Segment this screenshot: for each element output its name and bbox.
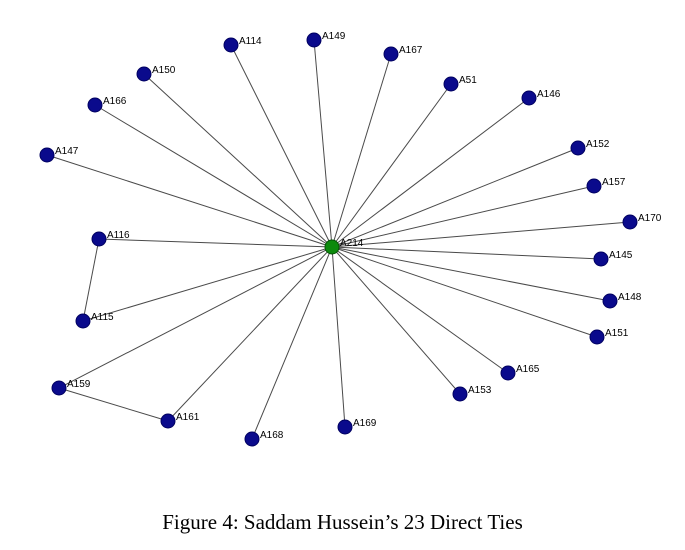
node-a170 (622, 214, 638, 230)
node-a51 (443, 76, 459, 92)
node-a214 (324, 239, 340, 255)
node-label-a148: A148 (618, 292, 642, 303)
node-label-a147: A147 (55, 146, 79, 157)
node-label-a51: A51 (459, 75, 477, 86)
node-a147 (39, 147, 55, 163)
node-label-a149: A149 (322, 31, 346, 42)
edge-A214-A146 (331, 97, 530, 248)
node-a150 (136, 66, 152, 82)
node-label-a116: A116 (107, 230, 130, 241)
node-label-a151: A151 (605, 328, 629, 339)
figure-caption: Figure 4: Saddam Hussein’s 23 Direct Tie… (162, 510, 523, 534)
node-label-a166: A166 (103, 96, 127, 107)
edge-A214-A114 (230, 44, 333, 248)
edge-A159-A161 (58, 387, 169, 422)
node-label-a114: A114 (239, 36, 262, 47)
node-label-a168: A168 (260, 430, 284, 441)
node-a149 (306, 32, 322, 48)
node-a153 (452, 386, 468, 402)
node-a167 (383, 46, 399, 62)
node-label-a159: A159 (67, 379, 91, 390)
node-label-a167: A167 (399, 45, 423, 56)
edge-A214-A168 (251, 246, 333, 440)
edge-A214-A148 (331, 246, 611, 302)
node-label-a146: A146 (537, 89, 561, 100)
node-label-a165: A165 (516, 364, 540, 375)
edge-A214-A167 (331, 53, 392, 248)
edge-A214-A161 (167, 246, 333, 422)
node-label-a157: A157 (602, 177, 626, 188)
edge-A214-A166 (94, 104, 333, 248)
node-label-a170: A170 (638, 213, 662, 224)
node-a151 (589, 329, 605, 345)
node-label-a169: A169 (353, 418, 377, 429)
nodes-layer: A214 A114 A149 A167 A51 A146 A152 A157 A170 A145 A… (39, 31, 662, 447)
edge-A214-A147 (46, 154, 333, 248)
node-a161 (160, 413, 176, 429)
edge-A116-A115 (82, 238, 100, 322)
node-a116 (91, 231, 107, 247)
node-label-a150: A150 (152, 65, 176, 76)
node-a165 (500, 365, 516, 381)
node-a169 (337, 419, 353, 435)
edges-layer (46, 39, 631, 440)
edge-A214-A170 (331, 221, 631, 248)
edge-A214-A51 (331, 83, 452, 248)
node-label-a161: A161 (176, 412, 200, 423)
edge-A214-A153 (331, 246, 461, 395)
node-a148 (602, 293, 618, 309)
node-a115 (75, 313, 91, 329)
edge-A214-A169 (331, 246, 346, 428)
edge-A214-A145 (331, 246, 602, 260)
edge-A214-A116 (98, 238, 333, 248)
node-a152 (570, 140, 586, 156)
node-a146 (521, 90, 537, 106)
edge-A214-A152 (331, 147, 579, 248)
edge-A214-A150 (143, 73, 333, 248)
edge-A214-A151 (331, 246, 598, 338)
edge-A214-A157 (331, 185, 595, 248)
edge-A214-A159 (58, 246, 333, 389)
node-a145 (593, 251, 609, 267)
node-label-a145: A145 (609, 250, 633, 261)
node-a168 (244, 431, 260, 447)
node-label-a152: A152 (586, 139, 610, 150)
edge-A214-A165 (331, 246, 509, 374)
node-label-a153: A153 (468, 385, 492, 396)
node-a166 (87, 97, 103, 113)
edge-A214-A149 (313, 39, 333, 248)
node-label-a115: A115 (91, 312, 114, 323)
node-label-a214: A214 (340, 238, 364, 249)
node-a114 (223, 37, 239, 53)
node-a159 (51, 380, 67, 396)
edge-A214-A115 (82, 246, 333, 322)
node-a157 (586, 178, 602, 194)
